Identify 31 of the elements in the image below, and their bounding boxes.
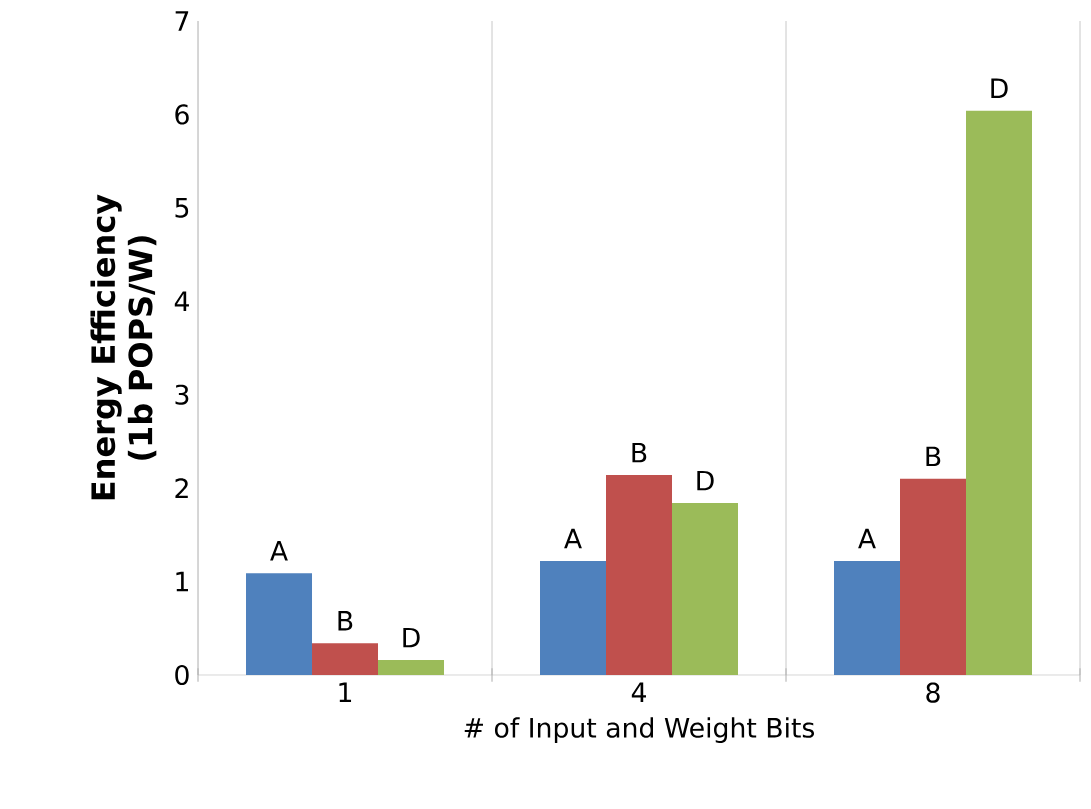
y-tick-label: 1 <box>176 571 188 592</box>
text: B <box>632 442 647 463</box>
x-tick-label: 8 <box>926 682 940 703</box>
bar <box>966 110 1032 675</box>
x-axis-title: # of Input and Weight Bits <box>464 717 815 743</box>
y-tick-label: 3 <box>175 384 189 405</box>
y-tick-label: 0 <box>175 664 189 686</box>
bar <box>246 573 313 675</box>
text: D <box>991 78 1008 98</box>
text: A <box>858 528 876 549</box>
series-label: A <box>270 541 288 561</box>
text: B <box>926 446 941 467</box>
y-tick-label: 4 <box>174 291 189 311</box>
y-tick-label: 7 <box>175 11 189 31</box>
bar <box>900 478 966 675</box>
bar <box>834 561 900 675</box>
x-tick-label: 4 <box>631 682 646 702</box>
y-tick-label: 6 <box>175 104 189 125</box>
series-label: D <box>403 627 420 648</box>
y-tick-label: 2 <box>175 478 188 499</box>
y-axis-title: Energy Efficiency (1b POPS/W) <box>90 194 157 500</box>
x-tick-label: 1 <box>339 682 352 702</box>
series-label: B <box>338 611 353 631</box>
bar <box>378 660 445 675</box>
bar <box>540 561 606 675</box>
bar <box>606 475 673 675</box>
y-tick-label: 5 <box>175 197 189 218</box>
text: A <box>564 528 582 549</box>
bar <box>312 643 379 675</box>
bar <box>672 503 739 675</box>
text: D <box>697 470 714 491</box>
